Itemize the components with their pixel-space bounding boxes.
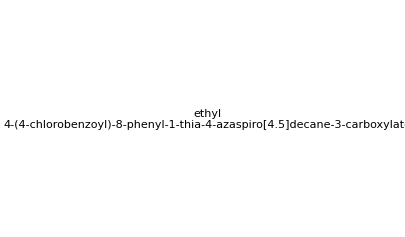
Text: ethyl 4-(4-chlorobenzoyl)-8-phenyl-1-thia-4-azaspiro[4.5]decane-3-carboxylate: ethyl 4-(4-chlorobenzoyl)-8-phenyl-1-thi… bbox=[4, 109, 405, 131]
